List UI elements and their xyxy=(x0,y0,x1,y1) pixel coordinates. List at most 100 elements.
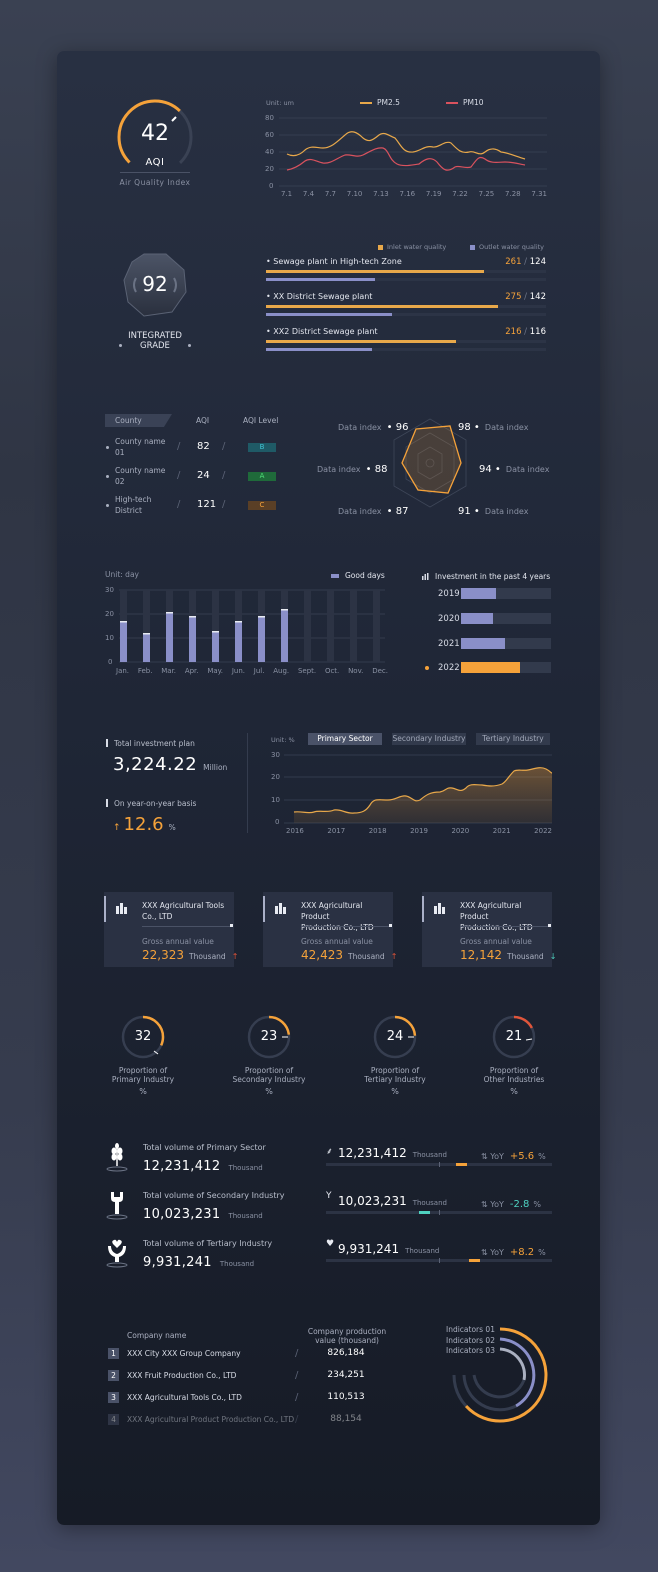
x-tick: Nov. xyxy=(348,667,364,675)
yoy-marker xyxy=(419,1211,430,1214)
yoy-unit: % xyxy=(538,1152,546,1161)
yoy-marker xyxy=(456,1163,467,1166)
unit-label: Unit: % xyxy=(271,736,295,744)
legend-inlet[interactable]: Inlet water quality xyxy=(378,243,446,251)
separator: / xyxy=(295,1414,299,1425)
county-name: District xyxy=(115,506,142,515)
legend-swatch xyxy=(378,244,383,250)
yoy-tag: YoY xyxy=(490,1200,504,1209)
x-tick: 2018 xyxy=(368,827,387,835)
header-county: County xyxy=(115,416,142,425)
bullet xyxy=(106,446,109,449)
yoy-track xyxy=(326,1162,552,1167)
radar-label-left: Data index • 88 xyxy=(317,464,388,475)
good-days-plot xyxy=(119,589,385,663)
table-row[interactable]: 3 XXX Agricultural Tools Co., LTD / 110,… xyxy=(107,1392,397,1405)
label-marker xyxy=(106,739,108,747)
inlet-value: 216 xyxy=(505,327,522,337)
swap-arrows-icon: ⇅ xyxy=(481,1248,491,1257)
yoy-value: +8.2 xyxy=(509,1247,535,1258)
legend-pm25[interactable]: PM2.5 xyxy=(360,98,400,107)
plant-name: • XX2 District Sewage plant xyxy=(266,327,378,336)
bar-fill xyxy=(461,588,497,599)
table-row[interactable]: 4 XXX Agricultural Product Production Co… xyxy=(107,1414,397,1427)
tab-primary-sector[interactable]: Primary Sector xyxy=(308,733,382,745)
legend-good-days[interactable]: Good days xyxy=(331,571,385,580)
separator: / xyxy=(295,1370,299,1381)
yoy-track xyxy=(326,1210,552,1215)
table-row[interactable]: High-tech District / 121 / C xyxy=(105,494,290,518)
table-row[interactable]: County name 02 / 24 / A xyxy=(105,465,290,489)
x-tick: Apr. xyxy=(184,667,199,675)
divider-dot xyxy=(548,924,551,927)
radial-bars xyxy=(452,1327,548,1423)
bullet xyxy=(106,475,109,478)
plant-name-text: Sewage plant in High-tech Zone xyxy=(273,257,402,266)
legend-swatch xyxy=(360,101,372,104)
county-aqi: 121 xyxy=(197,499,217,510)
tab-secondary-industry[interactable]: Secondary Industry xyxy=(392,733,466,745)
header-production-value: Company production value (thousand) xyxy=(307,1327,387,1345)
grade-label: INTEGRATED GRADE xyxy=(110,331,200,351)
card-accent xyxy=(422,896,424,922)
company-name: XXX Agricultural Product Production Co., … xyxy=(460,901,533,932)
production-value: 110,513 xyxy=(327,1392,365,1402)
company-card[interactable]: XXX Agricultural Product Production Co., … xyxy=(263,892,397,967)
aqi-subtitle: Air Quality Index xyxy=(119,178,191,187)
table-row[interactable]: 1 XXX City XXX Group Company / 826,184 xyxy=(107,1348,397,1361)
indicator-label: Indicators 02 xyxy=(446,1336,495,1345)
building-icon xyxy=(275,903,286,914)
yoy-tag: YoY xyxy=(490,1152,504,1161)
bullet xyxy=(106,504,109,507)
plant-values: 216 / 116 xyxy=(505,327,546,337)
yoy-unit: % xyxy=(533,1200,541,1209)
radar-plot xyxy=(393,418,467,508)
bar-track xyxy=(461,588,551,599)
county-name: High-tech xyxy=(115,495,152,504)
gross-value: 22,323 Thousand ↑ xyxy=(142,948,239,962)
aqi-level-badge: B xyxy=(248,443,276,452)
company-name: XXX Fruit Production Co., LTD xyxy=(127,1371,237,1380)
ring-label: Proportion of Other Industries% xyxy=(483,1066,545,1096)
indicator-label: Indicators 03 xyxy=(446,1346,495,1355)
company-card[interactable]: XXX Agricultural Tools Co., LTD Gross ann… xyxy=(104,892,238,967)
company-card[interactable]: XXX Agricultural Product Production Co., … xyxy=(422,892,556,967)
yoy-unit: % xyxy=(538,1248,546,1257)
legend-outlet[interactable]: Outlet water quality xyxy=(470,243,544,251)
y-tick: 0 xyxy=(108,658,113,666)
legend-label: Good days xyxy=(345,571,385,580)
yoy-secondary: Y 10,023,231 Thousand ⇅ YoY -2.8% xyxy=(326,1190,554,1220)
total-value: 3,224.22 xyxy=(113,754,198,775)
x-tick: Jul. xyxy=(253,667,265,675)
header-aqi: AQI xyxy=(196,416,210,425)
legend-pm10[interactable]: PM10 xyxy=(446,98,484,107)
ring-value: 21 xyxy=(505,1029,523,1044)
header-company-name: Company name xyxy=(127,1331,187,1340)
x-tick: 2019 xyxy=(410,827,428,835)
card-accent xyxy=(104,896,106,922)
years-axis: 2016 2017 2018 2019 2020 2021 2022 xyxy=(286,827,552,835)
table-row[interactable]: 2 XXX Fruit Production Co., LTD / 234,25… xyxy=(107,1370,397,1383)
divider-dot xyxy=(389,924,392,927)
wrench-icon: Y xyxy=(326,1191,332,1201)
gross-label: Gross annual value xyxy=(460,937,532,946)
indicator-label: Indicators 01 xyxy=(446,1325,495,1334)
separator: / xyxy=(177,441,181,452)
y-tick: 80 xyxy=(265,114,274,122)
investment-row[interactable]: 2019 xyxy=(438,588,555,600)
legend-label: Inlet water quality xyxy=(387,243,447,251)
outlet-value: 124 xyxy=(529,257,546,267)
yoy-label: On year-on-year basis xyxy=(114,799,197,808)
gauge-arc-icon xyxy=(117,99,193,175)
x-tick: Sept. xyxy=(297,667,317,675)
investment-row[interactable]: 2020 xyxy=(438,613,555,625)
proportion-ring: 32 Proportion of Primary Industry% xyxy=(98,1014,188,1099)
grade-value: 92 xyxy=(142,272,168,296)
outlet-value: 116 xyxy=(529,327,546,337)
table-row[interactable]: County name 01 / 82 / B xyxy=(105,436,290,460)
investment-row[interactable]: 2021 xyxy=(438,638,555,650)
zero-marker xyxy=(439,1210,440,1215)
investment-row[interactable]: 2022 xyxy=(438,662,555,674)
tab-tertiary-industry[interactable]: Tertiary Industry xyxy=(476,733,550,745)
x-tick: 7.28 xyxy=(505,190,521,198)
